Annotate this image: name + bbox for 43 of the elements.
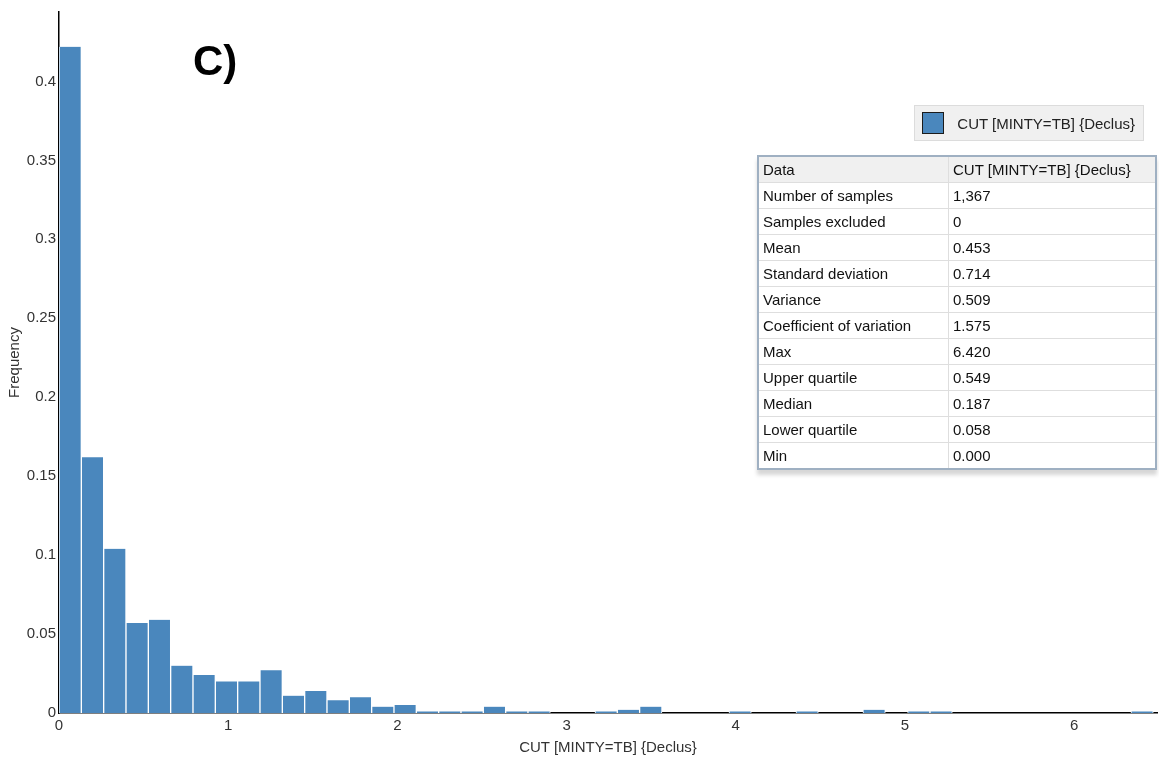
annotation: Standard deviation [758,260,949,287]
annotation: Lower quartile [758,416,949,443]
annotation: 0.509 [948,286,1156,313]
y-tick-label: 0.3 [35,229,56,247]
annotation: 0.453 [948,234,1156,261]
annotation: Min [758,442,949,469]
x-tick-label: 2 [393,716,402,734]
y-tick-label: 0.05 [26,624,56,642]
annotation: CUT [MINTY=TB] {Declus} [948,156,1156,183]
y-tick-label: 0.15 [26,466,56,484]
y-tick-label: 0.4 [35,71,56,89]
y-tick-label: 0.35 [26,150,56,168]
annotation: 1.575 [948,312,1156,339]
annotation: 0.714 [948,260,1156,287]
y-tick-label: 0.2 [35,387,56,405]
x-tick-label: 4 [731,716,740,734]
annotation: 1,367 [948,182,1156,209]
annotation: Upper quartile [758,364,949,391]
legend-label: CUT [MINTY=TB] {Declus} [957,114,1135,132]
x-tick-label: 6 [1069,716,1079,734]
annotation: Number of samples [758,182,949,209]
annotation: C) [193,37,238,84]
annotation: Median [758,390,949,417]
annotation: Mean [758,234,949,261]
x-tick-label: 1 [224,716,233,734]
annotation: Variance [758,286,949,313]
annotation: Coefficient of variation [758,312,949,339]
x-tick-label: 5 [900,716,910,734]
annotation: 0.549 [948,364,1156,391]
x-axis-title: CUT [MINTY=TB] {Declus} [519,738,697,756]
annotation: 0.187 [948,390,1156,417]
annotation: 0.000 [948,442,1156,469]
y-axis-title: Frequency [5,326,23,398]
annotation: Data [758,156,949,183]
y-tick-label: 0 [47,703,56,721]
annotation: 0 [948,208,1156,235]
annotation: 0.058 [948,416,1156,443]
y-tick-label: 0.1 [35,545,56,563]
annotation: 6.420 [948,338,1156,365]
x-tick-label: 3 [562,716,571,734]
annotation: Samples excluded [758,208,949,235]
y-tick-label: 0.25 [26,308,56,326]
annotation: Max [758,338,949,365]
